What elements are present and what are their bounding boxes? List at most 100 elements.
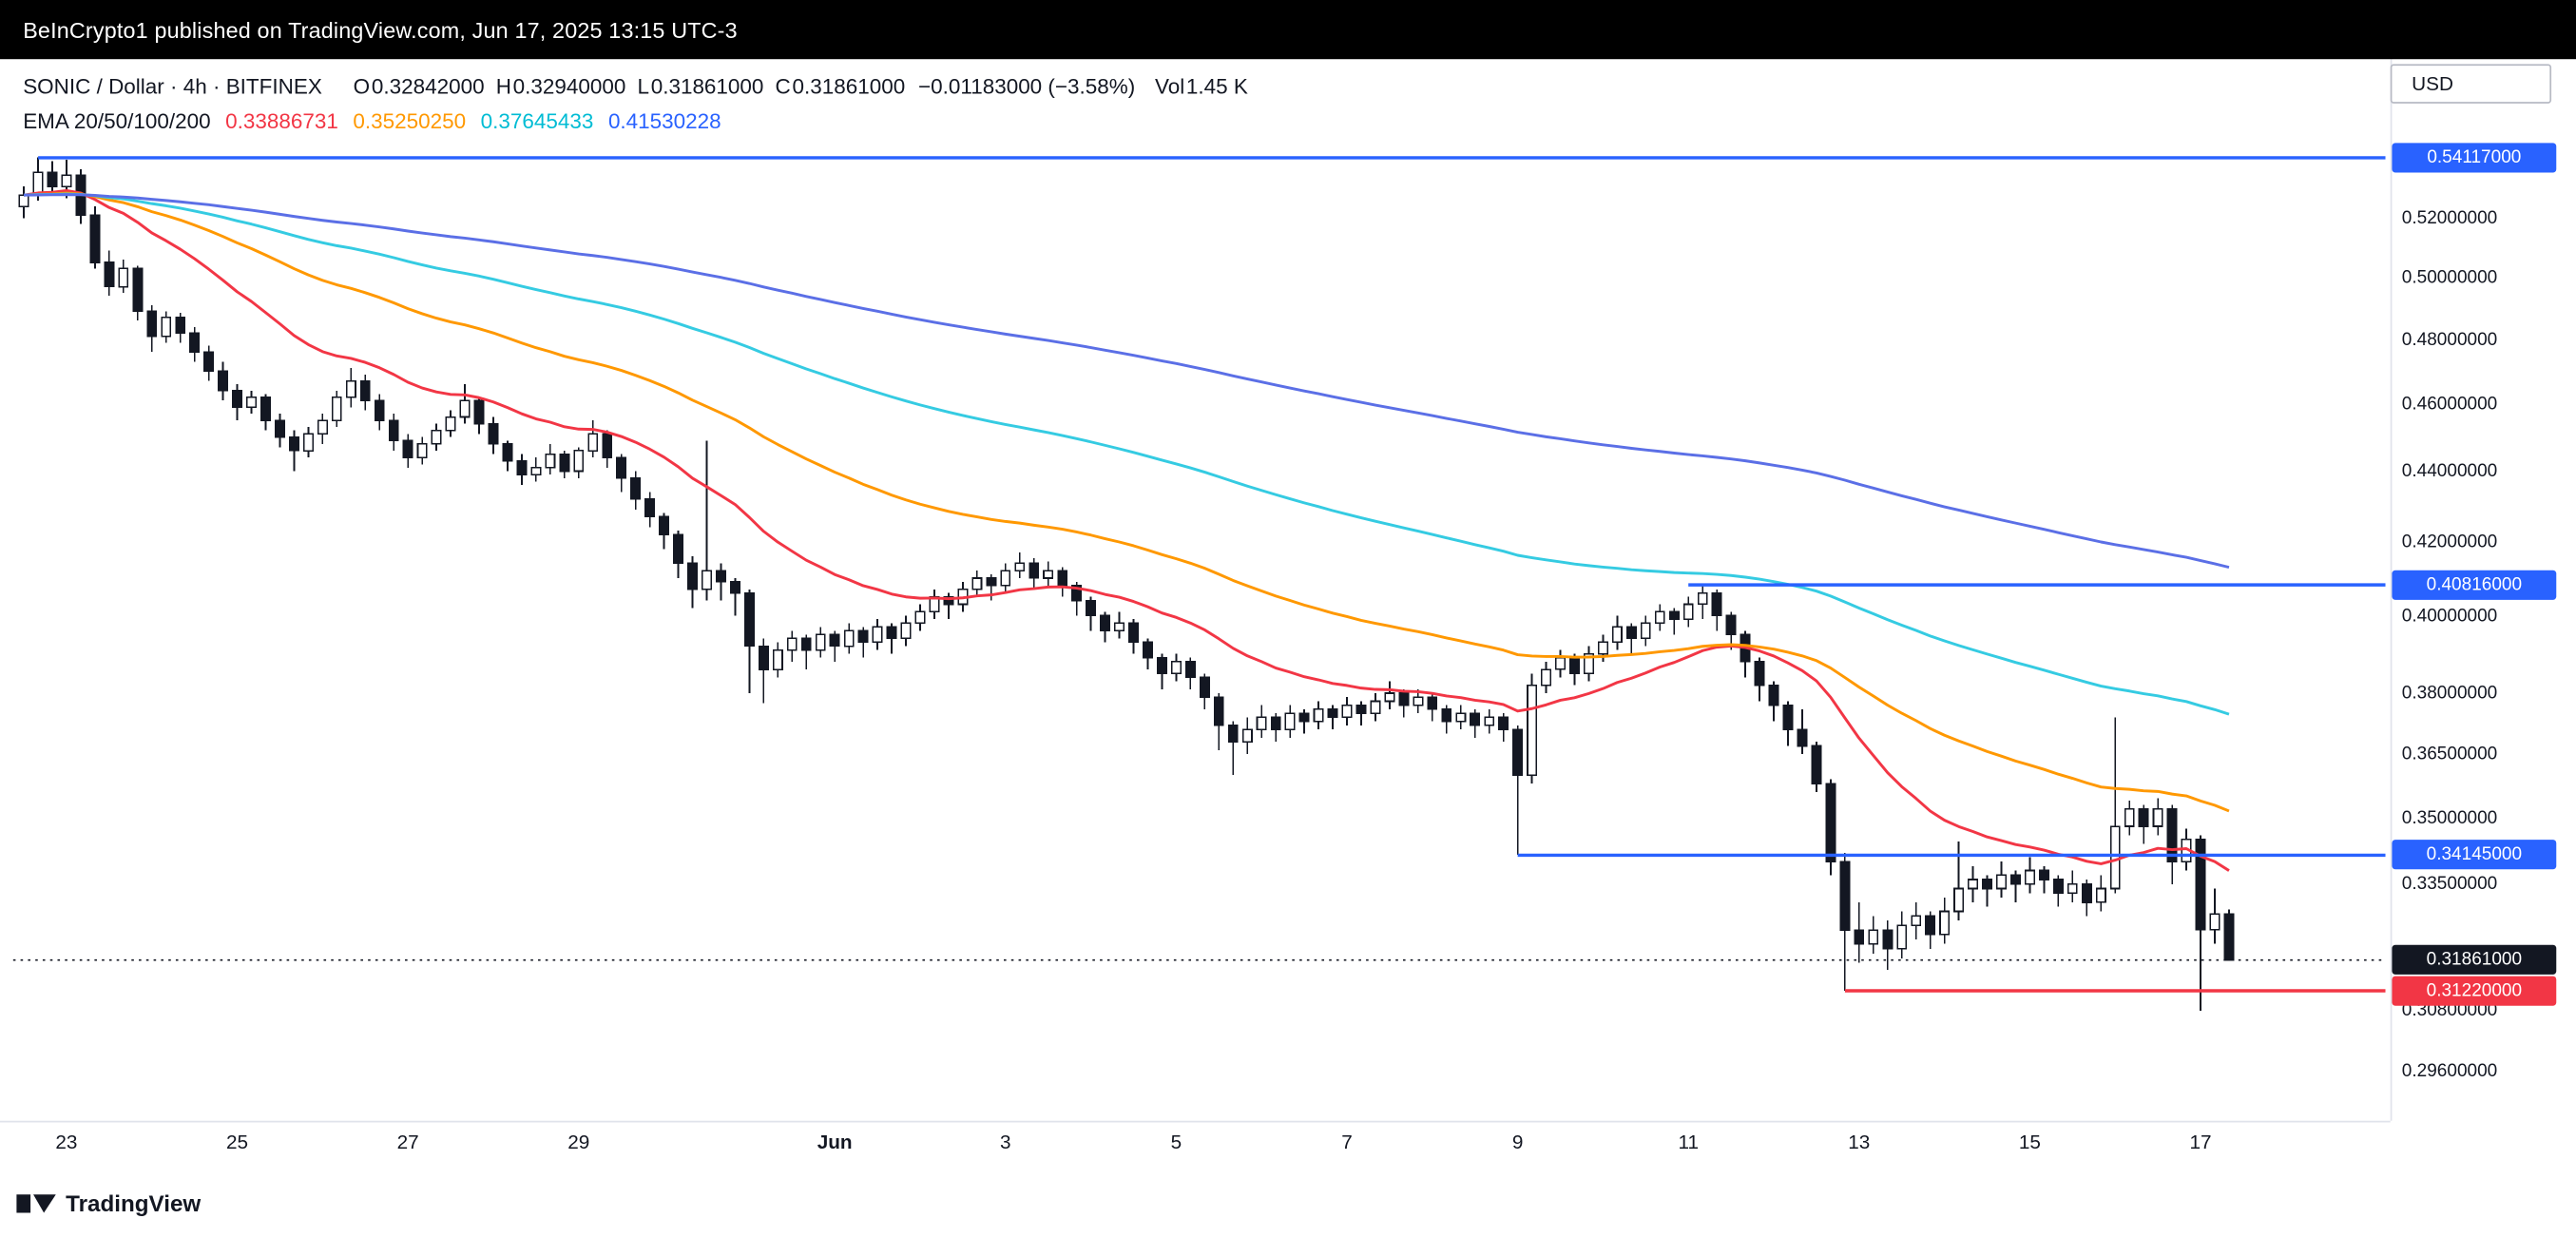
price-tick-label: 0.46000000: [2401, 394, 2498, 415]
candle-body: [673, 533, 684, 565]
candle-body: [2095, 887, 2106, 903]
price-line-badge[interactable]: 0.40816000: [2392, 570, 2557, 600]
candle-body: [1640, 622, 1651, 640]
candle-body: [402, 439, 413, 458]
candle-body: [1668, 610, 1680, 621]
candle-body: [1000, 570, 1011, 587]
tradingview-logo-icon: [16, 1194, 56, 1213]
ema20-line[interactable]: [23, 189, 2230, 872]
candle-body: [132, 267, 144, 313]
candle-body: [359, 379, 371, 401]
price-tick-label: 0.42000000: [2401, 532, 2498, 551]
price-tick-label: 0.35000000: [2401, 807, 2498, 828]
candle-body: [1725, 614, 1737, 636]
close-value: 0.31861000: [792, 73, 906, 99]
candle-body: [47, 171, 58, 187]
candle-body: [843, 629, 855, 648]
candle-body: [1682, 603, 1694, 621]
candle-body: [161, 317, 172, 338]
candle-body: [1527, 684, 1538, 777]
candle-body: [559, 453, 570, 473]
candle-body: [1541, 668, 1551, 687]
candle-body: [758, 645, 769, 670]
candle-body: [786, 637, 798, 651]
candle-body: [1555, 656, 1567, 670]
candle-body: [1498, 716, 1509, 730]
candle-body: [2195, 839, 2206, 931]
candle-body: [1896, 924, 1908, 950]
candle-body: [1925, 915, 1936, 936]
candle-body: [1754, 661, 1765, 687]
candle-body: [1839, 861, 1851, 931]
high-value: 0.32940000: [512, 73, 626, 99]
ema20-value: 0.33886731: [225, 108, 338, 133]
ema200-line[interactable]: [24, 193, 2230, 570]
candle-body: [1071, 585, 1083, 602]
candle-body: [473, 399, 485, 425]
candle-body: [232, 390, 243, 409]
candle-body: [800, 637, 812, 651]
candle-body: [815, 633, 826, 651]
candle-body: [2152, 808, 2163, 827]
candle-body: [1654, 610, 1665, 624]
price-tick-label: 0.48000000: [2401, 329, 2498, 350]
candle-body: [1171, 661, 1182, 675]
currency-button[interactable]: USD: [2390, 64, 2552, 104]
ema-indicator-label[interactable]: EMA 20/50/100/200: [23, 108, 211, 133]
candle-body: [702, 570, 712, 590]
symbol-title[interactable]: SONIC / Dollar · 4h · BITFINEX: [23, 73, 322, 99]
candle-body: [1057, 570, 1068, 587]
candle-body: [971, 577, 983, 590]
candle-body: [1768, 684, 1779, 706]
candle-body: [146, 310, 158, 338]
price-tick-label: 0.36500000: [2401, 744, 2498, 764]
time-tick-label: 17: [2189, 1131, 2212, 1154]
price-tick-label: 0.29600000: [2401, 1061, 2498, 1082]
candle-body: [2052, 879, 2064, 895]
candle-body: [573, 450, 585, 473]
time-tick-label: 13: [1848, 1131, 1871, 1154]
legend-line-2: EMA 20/50/100/200 0.33886731 0.35250250 0.3…: [23, 104, 1248, 138]
candle-body: [1455, 712, 1467, 723]
ema50-line[interactable]: [23, 191, 2230, 813]
candle-body: [530, 467, 542, 475]
price-tick-label: 0.40000000: [2401, 605, 2498, 626]
volume-label: Vol: [1154, 73, 1185, 99]
candle-body: [1697, 591, 1708, 606]
price-line-badge[interactable]: 0.54117000: [2392, 143, 2557, 173]
time-tick-label: 7: [1341, 1131, 1353, 1154]
candle-body: [1156, 656, 1167, 674]
candle-body: [772, 648, 783, 670]
time-tick-label: 25: [226, 1131, 249, 1154]
volume-value: 1.45 K: [1185, 73, 1248, 99]
candle-body: [431, 429, 442, 445]
candle-body: [1341, 704, 1353, 719]
attribution-bar: BeInCrypto1 published on TradingView.com…: [0, 0, 2576, 60]
candle-body: [1982, 879, 1993, 890]
time-tick-label: Jun: [817, 1131, 853, 1154]
price-line-badge[interactable]: 0.34145000: [2392, 840, 2557, 870]
low-value: 0.31861000: [650, 73, 764, 99]
candle-body: [715, 570, 726, 583]
high-label: H: [495, 73, 511, 99]
candle-body: [2010, 874, 2021, 885]
price-line-badge[interactable]: 0.31220000: [2392, 976, 2557, 1006]
ema100-line[interactable]: [24, 192, 2230, 716]
candle-body: [1968, 879, 1978, 890]
candle-body: [587, 433, 599, 452]
candle-body: [2109, 825, 2121, 890]
tradingview-watermark[interactable]: TradingView: [16, 1187, 201, 1220]
candle-body: [1782, 704, 1794, 730]
price-tick-label: 0.44000000: [2401, 461, 2498, 481]
candle-body: [644, 497, 655, 517]
candle-body: [1512, 728, 1524, 776]
candle-body: [1284, 712, 1296, 730]
candle-body: [2067, 883, 2078, 895]
candle-body: [302, 433, 314, 452]
candle-body: [1043, 570, 1054, 579]
candle-body: [502, 443, 513, 462]
candle-body: [729, 581, 740, 594]
candle-body: [1797, 728, 1808, 747]
